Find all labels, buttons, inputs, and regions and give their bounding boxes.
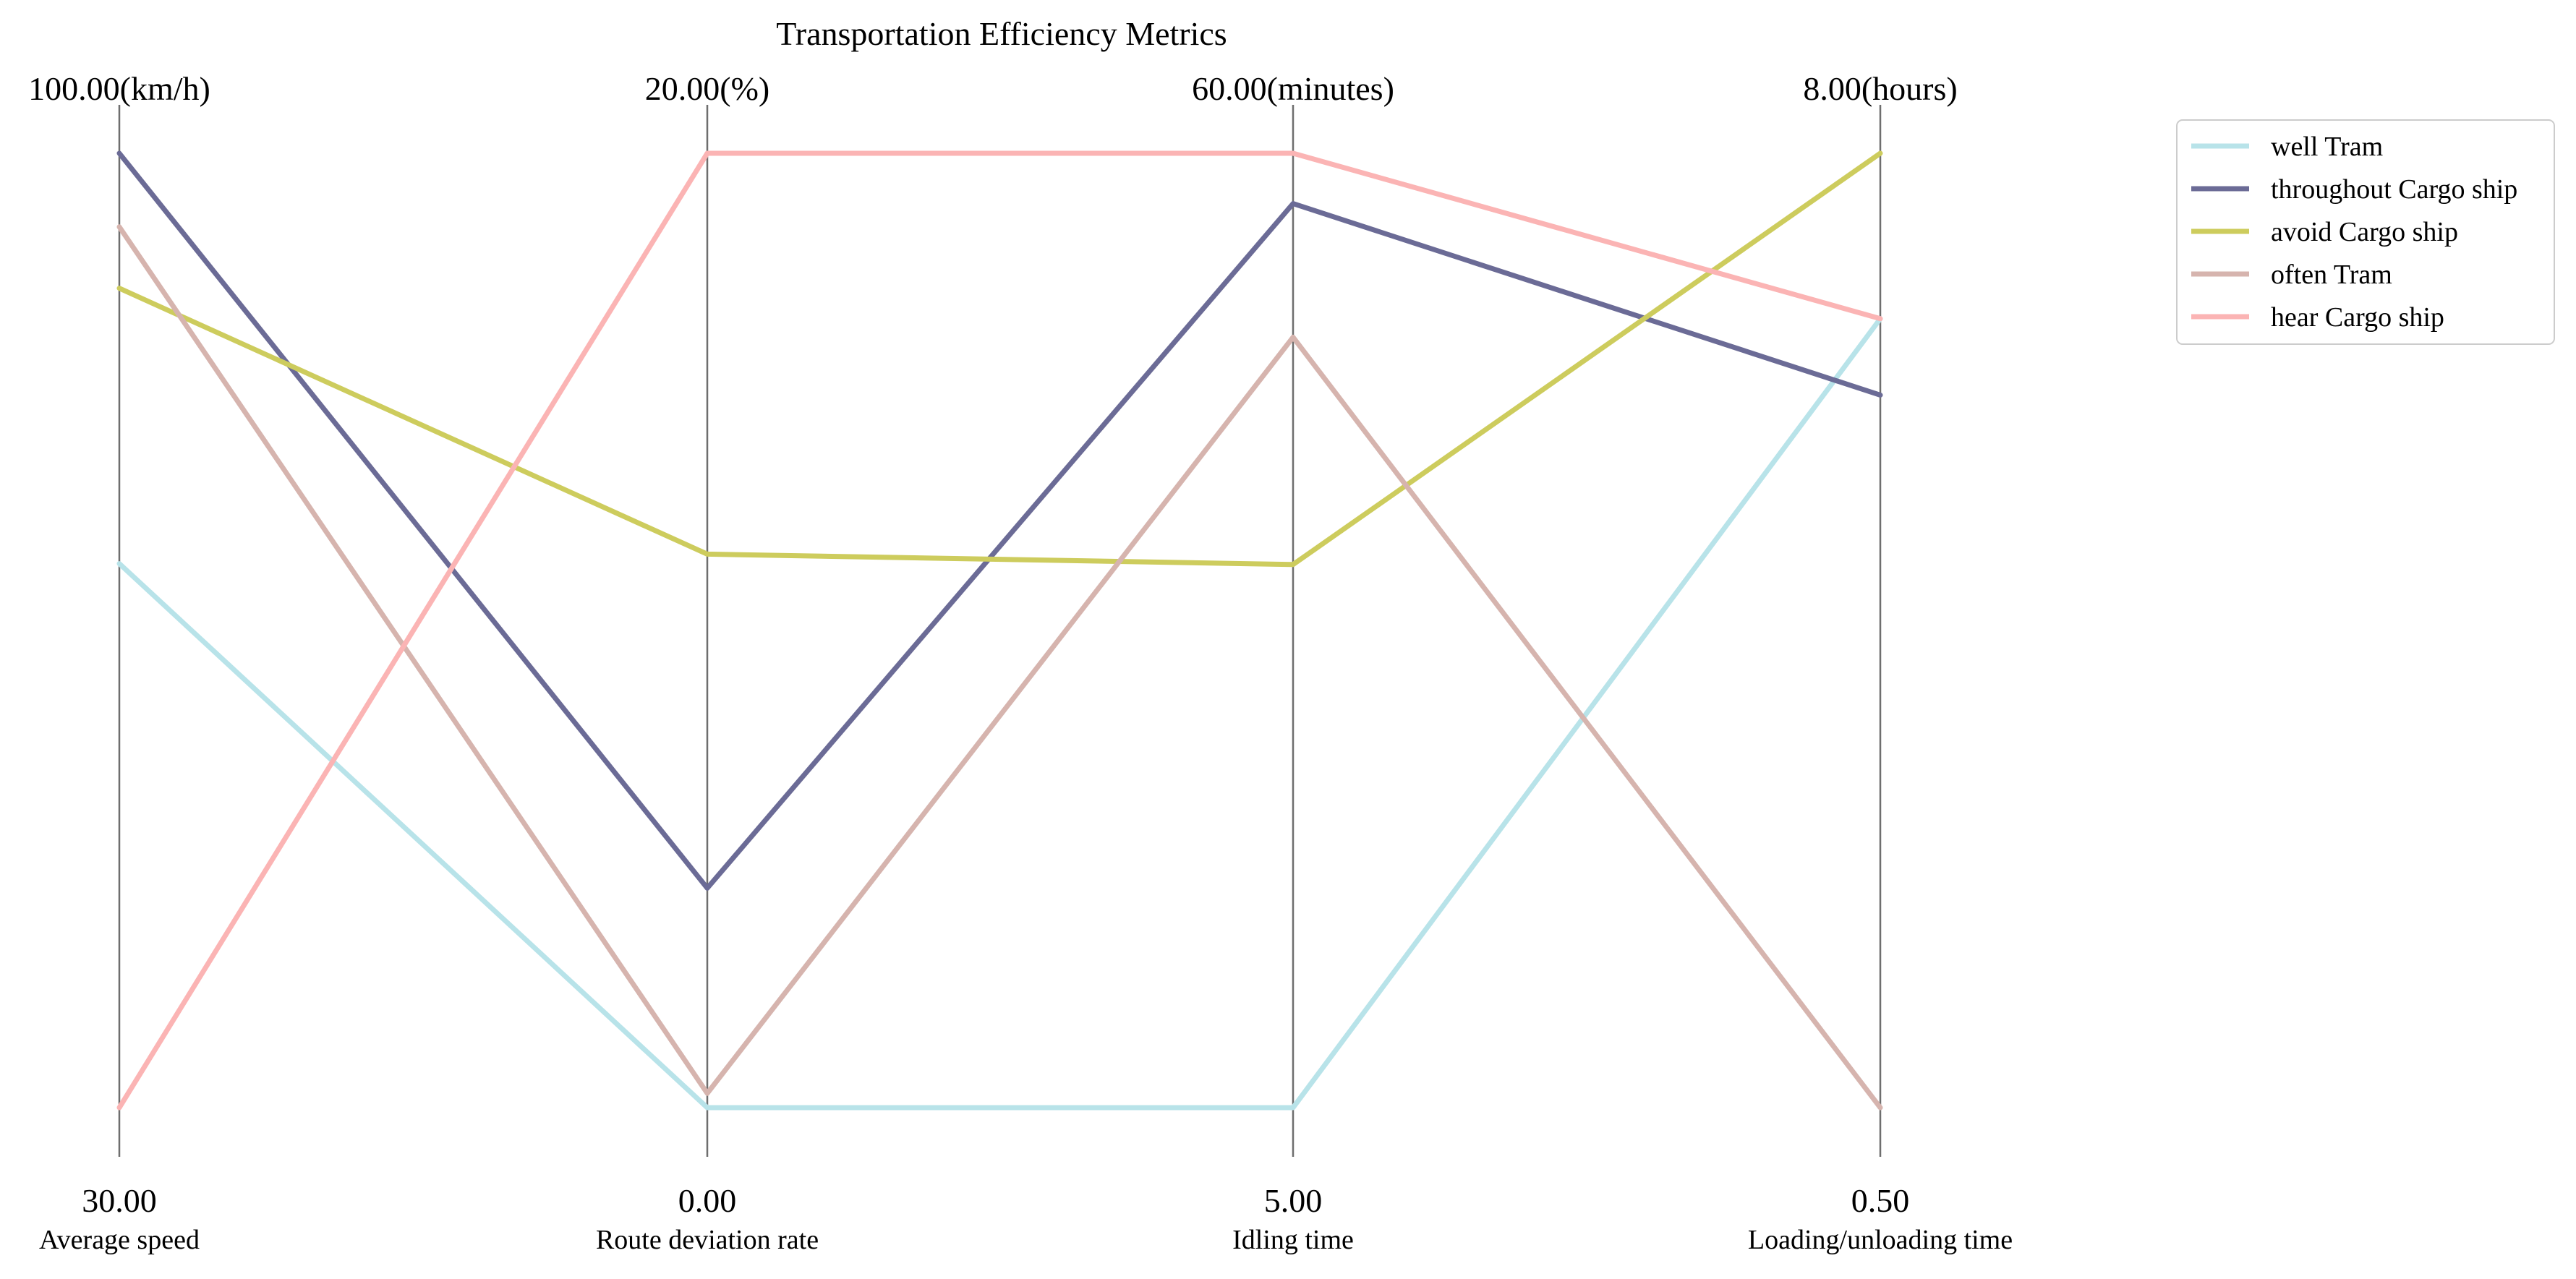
series-line — [116, 150, 1883, 568]
legend-label: throughout Cargo ship — [2271, 174, 2517, 205]
legend-label: avoid Cargo ship — [2271, 217, 2458, 247]
legend-label: hear Cargo ship — [2271, 302, 2444, 333]
axis-name-label: Idling time — [1232, 1225, 1354, 1255]
axis-max-label: 8.00(hours) — [1803, 70, 1957, 107]
series-line — [116, 150, 1883, 1111]
legend-items: well Tram throughout Cargo ship avoid Carg… — [2191, 132, 2517, 333]
axis-max-label: 100.00(km/h) — [28, 70, 210, 107]
axis-min-label: 0.00 — [678, 1182, 737, 1219]
axis-min-label: 0.50 — [1851, 1182, 1910, 1219]
series-layer — [116, 150, 1883, 1111]
axis-max-label: 60.00(minutes) — [1192, 70, 1394, 107]
chart-title: Transportation Efficiency Metrics — [776, 15, 1227, 52]
series-line — [116, 316, 1883, 1111]
axis-name-label: Loading/unloading time — [1748, 1225, 2013, 1255]
legend-frame — [2176, 119, 2555, 345]
series-line — [116, 150, 1883, 891]
legend: well Tram throughout Cargo ship avoid Carg… — [2176, 119, 2555, 345]
legend-label: well Tram — [2271, 132, 2383, 162]
axis-name-label: Route deviation rate — [596, 1225, 819, 1255]
axis-min-label: 5.00 — [1264, 1182, 1323, 1219]
legend-label: often Tram — [2271, 260, 2392, 290]
series-line — [116, 224, 1883, 1111]
axes-layer: 100.00(km/h) 30.00 Average speed 20.00(%) 0.… — [28, 70, 2013, 1255]
axis-min-label: 30.00 — [82, 1182, 157, 1219]
axis-max-label: 20.00(%) — [645, 70, 769, 107]
axis-name-label: Average speed — [39, 1225, 200, 1255]
